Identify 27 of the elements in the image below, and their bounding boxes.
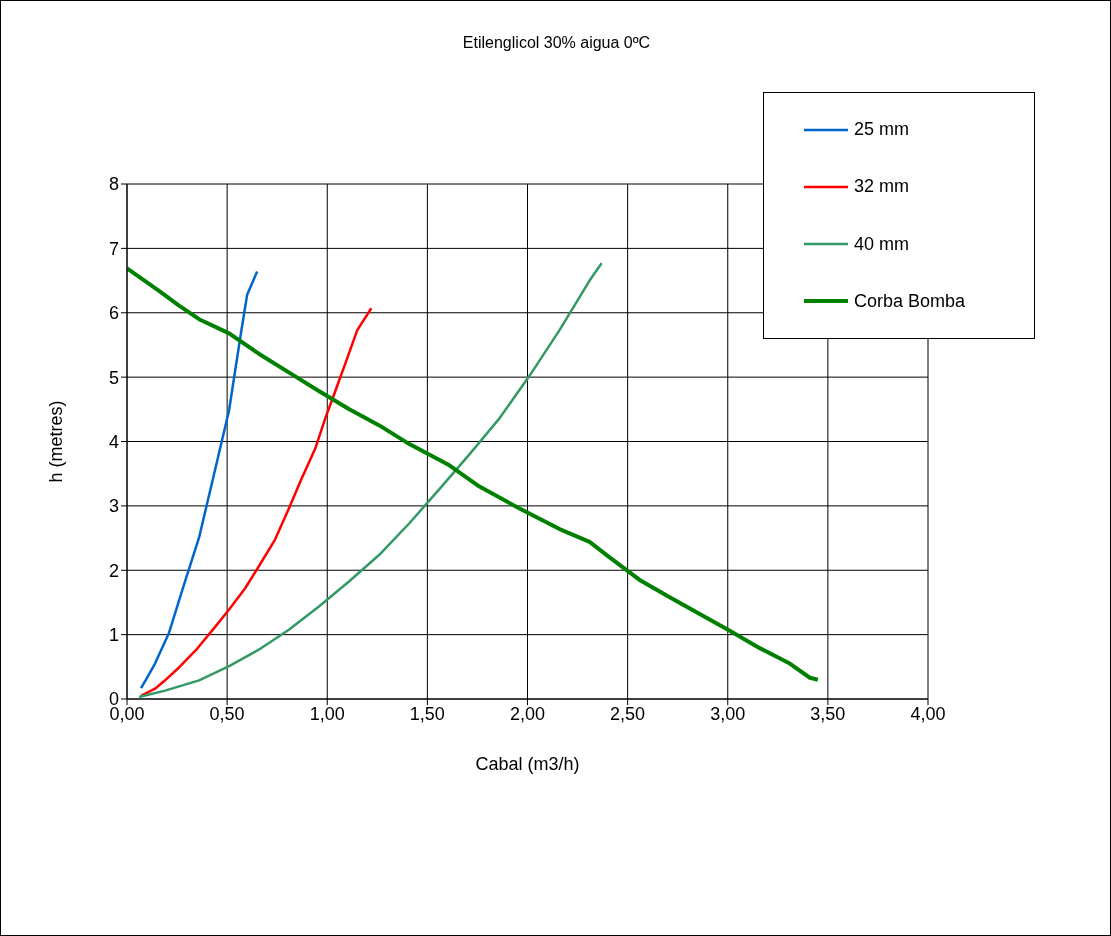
x-tick-label: 2,50 [610,703,646,724]
x-tick-label: 4,00 [910,703,946,724]
legend-label: Corba Bomba [854,290,966,312]
y-tick-label: 6 [108,303,119,324]
legend-label: 40 mm [854,233,910,255]
y-tick-label: 8 [108,174,119,195]
chart-title: Etilenglicol 30% aigua 0ºC [461,34,652,52]
x-tick-label: 1,50 [409,703,445,724]
y-axis-title: h (metres) [46,400,67,483]
x-tick-label: 1,00 [309,703,345,724]
y-tick-label: 4 [108,431,119,452]
y-tick-label: 1 [108,625,119,646]
legend-label: 25 mm [854,119,910,141]
y-tick-label: 7 [108,238,119,259]
x-axis-title: Cabal (m3/h) [475,753,580,774]
y-tick-label: 2 [108,560,119,581]
x-tick-label: 2,00 [509,703,546,724]
line-series [139,270,259,690]
x-tick-label: 3,00 [710,703,746,724]
y-tick-label: 3 [108,496,119,517]
y-tick-label: 5 [108,367,119,388]
line-series [137,261,603,699]
line-series [127,266,820,682]
x-tick-label: 0,50 [209,703,245,724]
line-series [139,306,373,698]
legend-label: 32 mm [854,176,910,198]
x-tick-label: 3,50 [810,703,846,724]
